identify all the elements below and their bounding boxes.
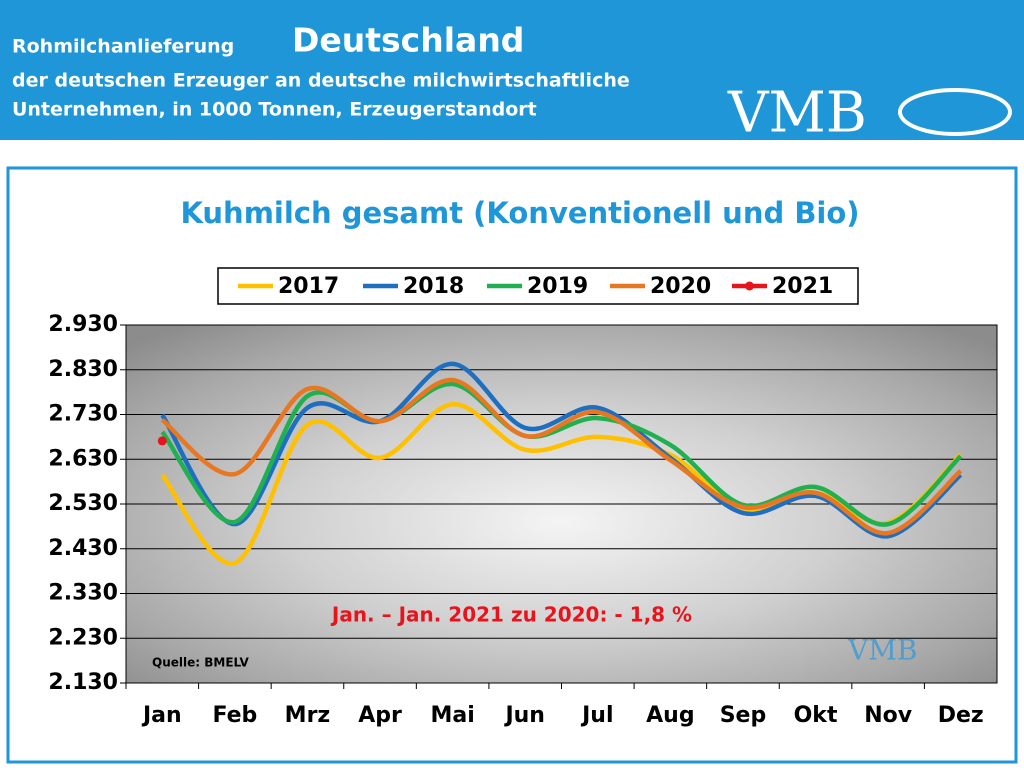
x-tick-label: Jun [503, 703, 545, 728]
y-tick-label: 2.530 [48, 491, 118, 516]
chart-title: Kuhmilch gesamt (Konventionell und Bio) [180, 196, 859, 230]
legend-marker [745, 281, 754, 291]
logo: VMB [727, 81, 867, 146]
header-title: Deutschland [292, 21, 524, 60]
legend-label: 2020 [650, 274, 711, 299]
legend-label: 2019 [527, 274, 588, 299]
annotation: Jan. – Jan. 2021 zu 2020: - 1,8 % [330, 603, 692, 627]
x-tick-label: Mrz [285, 703, 331, 728]
x-tick-label: Mai [430, 703, 474, 728]
legend-label: 2021 [772, 274, 833, 299]
x-tick-label: Jul [580, 703, 613, 728]
x-tick-label: Okt [794, 703, 838, 728]
header-subtitle: Unternehmen, in 1000 Tonnen, Erzeugersta… [12, 99, 537, 121]
header-band [0, 0, 1024, 140]
y-tick-label: 2.430 [48, 536, 118, 561]
x-tick-label: Apr [358, 703, 402, 728]
point [157, 436, 167, 446]
y-tick-label: 2.130 [48, 670, 118, 695]
source: Quelle: BMELV [152, 656, 250, 670]
series-line [160, 361, 963, 539]
y-tick-label: 2.230 [48, 625, 118, 650]
header-prefix: Rohmilchanlieferung [12, 36, 234, 58]
y-tick-label: 2.630 [48, 446, 118, 471]
logo-swirl [898, 88, 1012, 136]
y-tick-label: 2.830 [48, 357, 118, 382]
legend-label: 2018 [403, 274, 464, 299]
y-tick-label: 2.730 [48, 402, 118, 427]
x-tick-label: Nov [864, 703, 913, 728]
x-tick-label: Jan [141, 703, 182, 728]
x-tick-label: Sep [720, 703, 767, 728]
legend-label: 2017 [278, 274, 339, 299]
header-subtitle: der deutschen Erzeuger an deutsche milch… [12, 70, 630, 92]
y-tick-label: 2.930 [48, 312, 118, 337]
x-tick-label: Feb [212, 703, 257, 728]
watermark: VMB [847, 634, 917, 667]
series-line [160, 377, 963, 536]
x-tick-label: Dez [938, 703, 984, 728]
y-tick-label: 2.330 [48, 581, 118, 606]
x-tick-label: Aug [646, 703, 694, 728]
